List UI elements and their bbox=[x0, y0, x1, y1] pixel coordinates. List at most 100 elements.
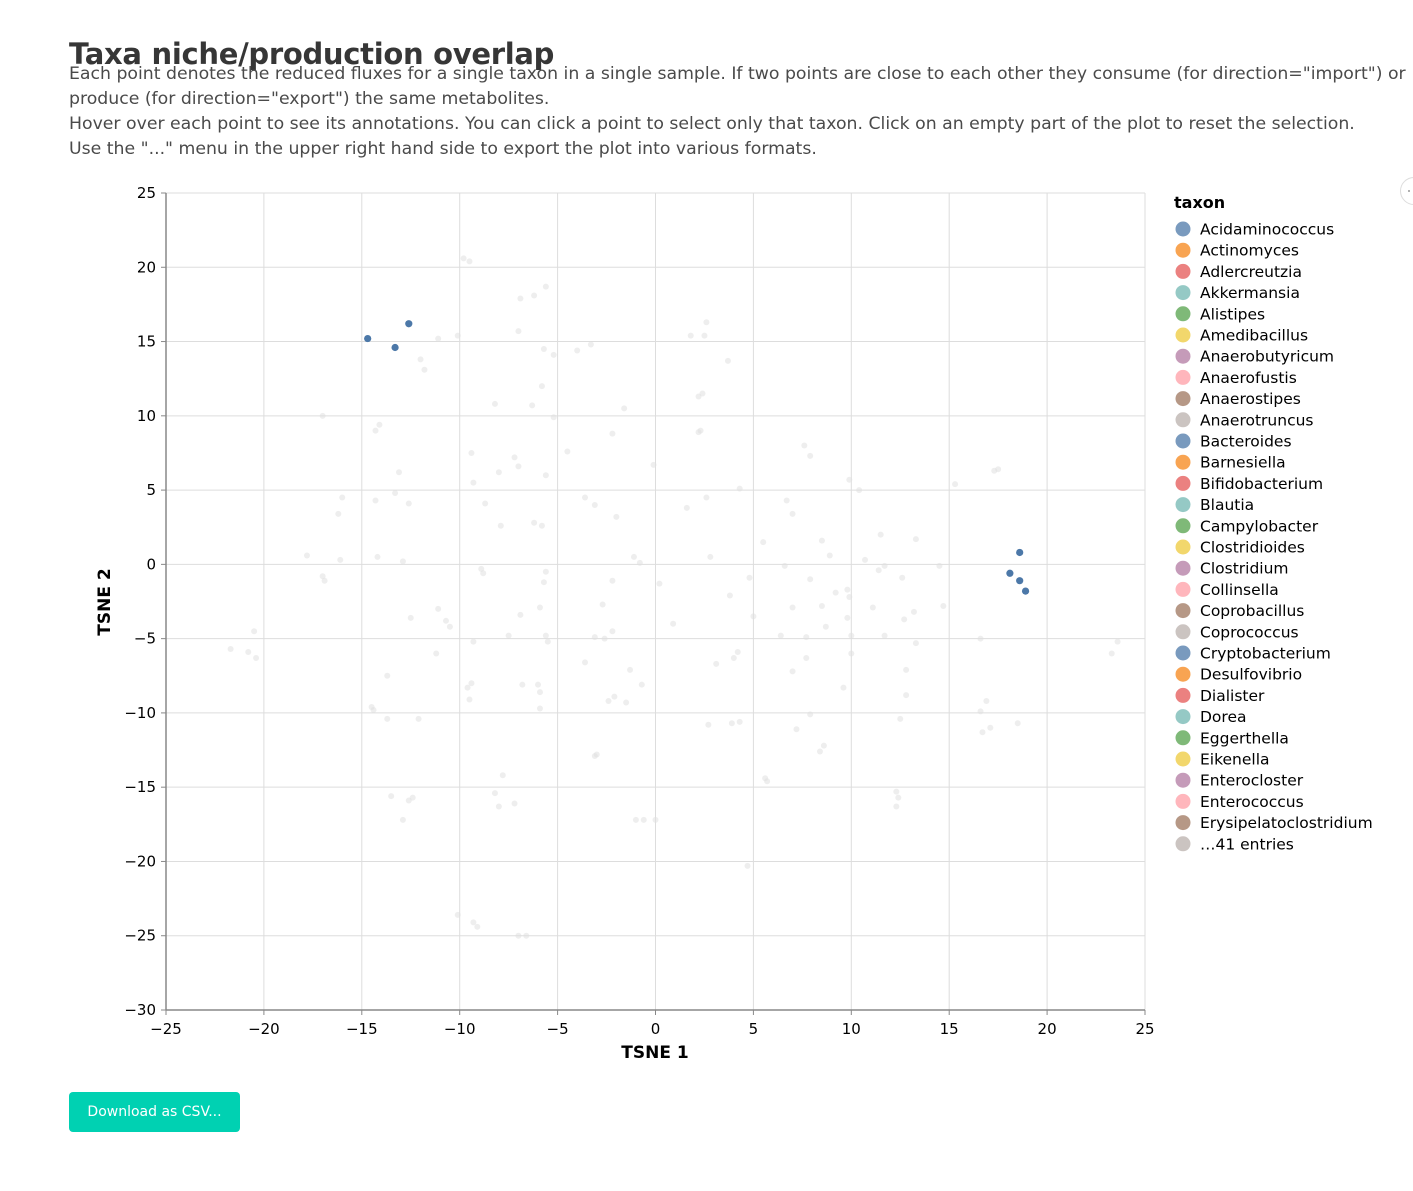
faded-point[interactable] bbox=[227, 646, 234, 653]
faded-point[interactable] bbox=[497, 522, 504, 529]
faded-point[interactable] bbox=[591, 501, 598, 508]
faded-point[interactable] bbox=[388, 793, 395, 800]
faded-point[interactable] bbox=[705, 721, 712, 728]
legend-entry[interactable]: Amedibacillus bbox=[1175, 327, 1309, 345]
faded-point[interactable] bbox=[736, 718, 743, 725]
faded-point[interactable] bbox=[613, 513, 620, 520]
faded-point[interactable] bbox=[466, 696, 473, 703]
faded-point[interactable] bbox=[433, 650, 440, 657]
faded-point[interactable] bbox=[511, 800, 518, 807]
faded-point[interactable] bbox=[544, 638, 551, 645]
faded-point[interactable] bbox=[540, 345, 547, 352]
faded-point[interactable] bbox=[538, 522, 545, 529]
legend-entry[interactable]: Actinomyces bbox=[1175, 242, 1299, 260]
faded-point[interactable] bbox=[374, 553, 381, 560]
faded-point[interactable] bbox=[936, 562, 943, 569]
faded-point[interactable] bbox=[652, 816, 659, 823]
faded-point[interactable] bbox=[599, 601, 606, 608]
legend-entry[interactable]: Cryptobacterium bbox=[1175, 645, 1331, 663]
faded-point[interactable] bbox=[801, 442, 808, 449]
faded-point[interactable] bbox=[627, 666, 634, 673]
faded-point[interactable] bbox=[630, 553, 637, 560]
faded-point[interactable] bbox=[542, 472, 549, 479]
faded-point[interactable] bbox=[846, 476, 853, 483]
faded-point[interactable] bbox=[582, 659, 589, 666]
faded-point[interactable] bbox=[399, 558, 406, 565]
faded-point[interactable] bbox=[609, 430, 616, 437]
faded-point[interactable] bbox=[536, 689, 543, 696]
faded-point[interactable] bbox=[903, 692, 910, 699]
legend-entry[interactable]: Anaerostipes bbox=[1175, 390, 1301, 408]
legend-entry[interactable]: Bifidobacterium bbox=[1175, 475, 1324, 493]
legend-entry[interactable]: Enterococcus bbox=[1175, 793, 1304, 811]
faded-point[interactable] bbox=[470, 919, 477, 926]
faded-point[interactable] bbox=[384, 672, 391, 679]
faded-point[interactable] bbox=[407, 614, 414, 621]
faded-point[interactable] bbox=[869, 604, 876, 611]
faded-point[interactable] bbox=[1108, 650, 1115, 657]
legend-entry[interactable]: Campylobacter bbox=[1175, 517, 1319, 535]
faded-point[interactable] bbox=[470, 479, 477, 486]
faded-point[interactable] bbox=[591, 634, 598, 641]
faded-point[interactable] bbox=[574, 347, 581, 354]
faded-point[interactable] bbox=[650, 461, 657, 468]
faded-point[interactable] bbox=[979, 729, 986, 736]
faded-point[interactable] bbox=[468, 680, 475, 687]
faded-point[interactable] bbox=[983, 698, 990, 705]
highlighted-point[interactable] bbox=[1006, 569, 1014, 577]
download-csv-button[interactable]: Download as CSV... bbox=[69, 1092, 240, 1132]
faded-point[interactable] bbox=[523, 932, 530, 939]
faded-point[interactable] bbox=[670, 620, 677, 627]
faded-point[interactable] bbox=[442, 617, 449, 624]
faded-point[interactable] bbox=[789, 510, 796, 517]
faded-point[interactable] bbox=[893, 788, 900, 795]
legend-entry[interactable]: Clostridium bbox=[1175, 560, 1289, 578]
faded-point[interactable] bbox=[253, 654, 260, 661]
faded-point[interactable] bbox=[491, 790, 498, 797]
legend-entry[interactable]: Anaerofustis bbox=[1175, 369, 1297, 387]
faded-point[interactable] bbox=[464, 684, 471, 691]
faded-point[interactable] bbox=[495, 803, 502, 810]
legend-entry[interactable]: Blautia bbox=[1175, 496, 1255, 514]
faded-point[interactable] bbox=[820, 742, 827, 749]
faded-point[interactable] bbox=[746, 574, 753, 581]
faded-point[interactable] bbox=[511, 454, 518, 461]
faded-point[interactable] bbox=[764, 778, 771, 785]
faded-point[interactable] bbox=[826, 552, 833, 559]
faded-point[interactable] bbox=[832, 589, 839, 596]
faded-point[interactable] bbox=[728, 720, 735, 727]
faded-point[interactable] bbox=[623, 699, 630, 706]
faded-point[interactable] bbox=[901, 616, 908, 623]
faded-point[interactable] bbox=[446, 623, 453, 630]
faded-point[interactable] bbox=[621, 405, 628, 412]
legend-entry[interactable]: Desulfovibrio bbox=[1175, 666, 1303, 684]
legend[interactable]: taxon Acidaminococcus Actinomyces Adlercre… bbox=[1174, 193, 1373, 853]
legend-entry[interactable]: Erysipelatoclostridium bbox=[1175, 814, 1373, 832]
faded-point[interactable] bbox=[701, 332, 708, 339]
faded-point[interactable] bbox=[713, 660, 720, 667]
faded-point[interactable] bbox=[245, 649, 252, 656]
faded-point[interactable] bbox=[540, 579, 547, 586]
faded-point[interactable] bbox=[1014, 720, 1021, 727]
faded-point[interactable] bbox=[384, 715, 391, 722]
legend-entry[interactable]: Coprococcus bbox=[1175, 623, 1299, 641]
faded-point[interactable] bbox=[505, 632, 512, 639]
faded-point[interactable] bbox=[750, 613, 757, 620]
faded-point[interactable] bbox=[840, 684, 847, 691]
faded-point[interactable] bbox=[877, 531, 884, 538]
faded-point[interactable] bbox=[818, 602, 825, 609]
faded-point[interactable] bbox=[789, 668, 796, 675]
faded-point[interactable] bbox=[818, 537, 825, 544]
faded-point[interactable] bbox=[376, 421, 383, 428]
faded-point[interactable] bbox=[893, 803, 900, 810]
highlighted-point[interactable] bbox=[391, 343, 399, 352]
faded-point[interactable] bbox=[396, 469, 403, 476]
faded-point[interactable] bbox=[636, 559, 643, 566]
faded-point[interactable] bbox=[531, 292, 538, 299]
faded-point[interactable] bbox=[415, 715, 422, 722]
faded-point[interactable] bbox=[517, 295, 524, 302]
faded-point[interactable] bbox=[491, 400, 498, 407]
faded-point[interactable] bbox=[536, 705, 543, 712]
legend-entry[interactable]: Enterocloster bbox=[1175, 772, 1304, 790]
